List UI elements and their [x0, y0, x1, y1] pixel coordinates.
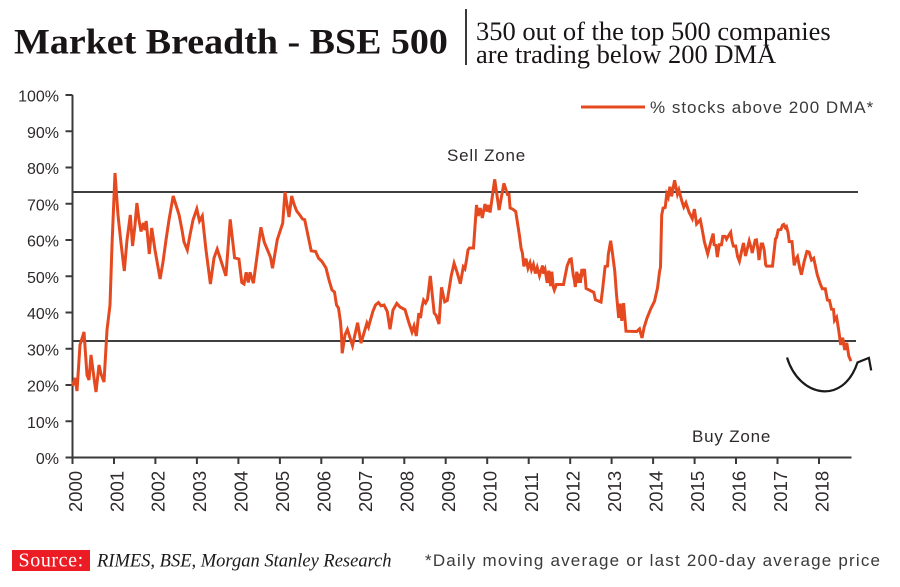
- svg-text:2001: 2001: [106, 471, 127, 512]
- svg-text:70%: 70%: [27, 197, 59, 214]
- svg-text:80%: 80%: [27, 161, 59, 178]
- svg-text:30%: 30%: [27, 342, 59, 359]
- svg-text:2009: 2009: [438, 471, 459, 512]
- svg-text:100%: 100%: [18, 89, 59, 106]
- svg-text:2004: 2004: [231, 471, 252, 512]
- svg-text:2014: 2014: [645, 471, 666, 512]
- svg-text:*Daily moving average or last: *Daily moving average or last 200-day av…: [425, 551, 881, 570]
- svg-text:RIMES, BSE, Morgan Stanley Res: RIMES, BSE, Morgan Stanley Research: [96, 552, 392, 572]
- svg-text:2017: 2017: [770, 471, 791, 512]
- svg-text:Market Breadth - BSE 500: Market Breadth - BSE 500: [14, 22, 448, 62]
- svg-text:% stocks above 200 DMA*: % stocks above 200 DMA*: [650, 98, 874, 117]
- svg-text:2000: 2000: [65, 471, 86, 512]
- svg-text:2011: 2011: [521, 472, 542, 512]
- svg-text:350 out of the top 500 compani: 350 out of the top 500 companies: [476, 16, 831, 46]
- svg-text:50%: 50%: [27, 270, 59, 287]
- svg-text:2012: 2012: [563, 471, 584, 512]
- svg-text:2018: 2018: [811, 471, 832, 512]
- svg-text:2015: 2015: [687, 471, 708, 512]
- svg-text:2006: 2006: [314, 471, 335, 512]
- svg-text:2008: 2008: [397, 471, 418, 512]
- svg-text:2002: 2002: [148, 471, 169, 512]
- svg-text:2013: 2013: [604, 471, 625, 512]
- svg-text:2010: 2010: [480, 471, 501, 512]
- svg-text:Sell Zone: Sell Zone: [447, 146, 526, 165]
- svg-text:2007: 2007: [355, 471, 376, 512]
- svg-text:Buy Zone: Buy Zone: [692, 427, 771, 446]
- svg-text:0%: 0%: [36, 451, 59, 468]
- svg-text:20%: 20%: [27, 379, 59, 396]
- svg-text:60%: 60%: [27, 234, 59, 251]
- svg-text:2003: 2003: [189, 471, 210, 512]
- svg-text:10%: 10%: [27, 415, 59, 432]
- svg-text:90%: 90%: [27, 125, 59, 142]
- svg-text:Source:: Source:: [19, 550, 84, 572]
- svg-text:40%: 40%: [27, 306, 59, 323]
- svg-text:are trading below 200 DMA: are trading below 200 DMA: [476, 39, 776, 69]
- svg-text:2005: 2005: [272, 471, 293, 512]
- svg-text:2016: 2016: [728, 471, 749, 512]
